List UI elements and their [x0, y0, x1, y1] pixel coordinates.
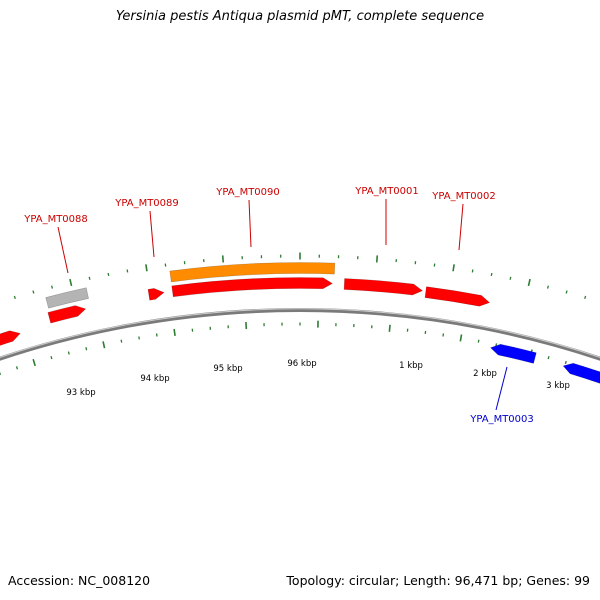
- inner-tick: [50, 355, 53, 360]
- outer-tick: [490, 272, 493, 277]
- inner-tick: [85, 347, 88, 351]
- accession-text: Accession: NC_008120: [8, 573, 151, 588]
- outer-tick: [126, 269, 129, 273]
- outer-tick: [221, 255, 225, 263]
- inner-tick: [15, 366, 19, 370]
- gene-arrow-ypa-mt0090[interactable]: [171, 277, 333, 298]
- gene-arrow-left-edge[interactable]: [0, 330, 21, 348]
- topology-summary: Topology: circular; Length: 96,471 bp; G…: [286, 573, 590, 588]
- gene-label-ypa-mt0088[interactable]: YPA_MT0088: [23, 214, 88, 225]
- gene-label-ypa-mt0002[interactable]: YPA_MT0002: [431, 191, 496, 202]
- label-leaders: [57, 199, 508, 411]
- inner-tick: [173, 328, 176, 337]
- inner-tick: [388, 324, 391, 332]
- inner-tick: [547, 355, 550, 360]
- feature-gray[interactable]: [45, 287, 89, 309]
- kbp-label-2: 2 kbp: [473, 369, 497, 379]
- outer-tick: [375, 255, 379, 263]
- gene-arrow-ypa-mt0001[interactable]: [343, 278, 424, 296]
- outer-tick: [69, 278, 73, 287]
- kbp-label-96: 96 kbp: [287, 359, 316, 369]
- leader-ypa-mt0003: [495, 366, 508, 411]
- inner-tick: [67, 351, 70, 355]
- outer-tick: [107, 272, 110, 277]
- outer-tick: [565, 290, 568, 294]
- inner-tick: [459, 334, 463, 342]
- outer-tick: [527, 278, 531, 287]
- outer-tick-ring: [13, 252, 587, 299]
- label-layer: YPA_MT0088 YPA_MT0089 YPA_MT0090 YPA_MT0…: [23, 186, 570, 425]
- plasmid-backbone: [0, 308, 600, 361]
- outer-tick: [471, 269, 474, 273]
- gene-arrow-highlight[interactable]: [169, 262, 336, 283]
- kbp-label-3: 3 kbp: [546, 381, 570, 391]
- inner-tick: [138, 336, 140, 340]
- leader-ypa-mt0002: [458, 203, 464, 251]
- gene-label-ypa-mt0003[interactable]: YPA_MT0003: [469, 414, 534, 425]
- inner-tick: [564, 360, 567, 365]
- inner-tick: [477, 339, 480, 343]
- outer-tick: [13, 295, 16, 299]
- gene-arrow-ypa-mt0003[interactable]: [490, 343, 537, 364]
- outer-tick: [584, 295, 587, 299]
- leader-ypa-mt0089: [149, 210, 155, 258]
- inner-tick: [120, 339, 123, 343]
- gene-label-ypa-mt0090[interactable]: YPA_MT0090: [215, 187, 280, 198]
- gene-arrow-ypa-mt0088[interactable]: [47, 305, 87, 324]
- gene-label-ypa-mt0001[interactable]: YPA_MT0001: [354, 186, 419, 197]
- backbone-highlight: [0, 308, 600, 358]
- gene-label-ypa-mt0089[interactable]: YPA_MT0089: [114, 198, 179, 209]
- outer-tick: [51, 285, 54, 289]
- leader-ypa-mt0088: [57, 226, 69, 274]
- gene-arrow-ypa-mt0002[interactable]: [424, 286, 491, 307]
- outer-tick: [88, 276, 91, 280]
- inner-tick: [32, 358, 36, 367]
- backbone-arc: [0, 308, 600, 361]
- map-title: Yersinia pestis Antiqua plasmid pMT, com…: [115, 9, 485, 24]
- outer-tick: [145, 264, 148, 272]
- leader-ypa-mt0090: [248, 199, 252, 248]
- outer-tick: [32, 290, 35, 294]
- feature-track: [0, 262, 600, 387]
- kbp-label-95: 95 kbp: [213, 364, 242, 374]
- kbp-label-94: 94 kbp: [140, 374, 169, 384]
- outer-tick: [452, 264, 455, 272]
- inner-tick: [495, 343, 498, 347]
- outer-tick: [546, 285, 549, 289]
- gene-arrow-reverse-right-edge[interactable]: [562, 362, 600, 387]
- kbp-label-93: 93 kbp: [66, 388, 95, 398]
- gene-arrow-ypa-mt0089[interactable]: [147, 288, 165, 301]
- inner-tick: [102, 341, 106, 349]
- kbp-label-1: 1 kbp: [399, 361, 423, 371]
- outer-tick: [509, 276, 512, 280]
